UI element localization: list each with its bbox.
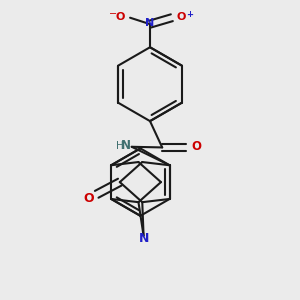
- Text: O: O: [116, 12, 125, 22]
- Text: O: O: [191, 140, 201, 153]
- Text: −: −: [109, 9, 118, 19]
- Text: H: H: [116, 141, 123, 151]
- Text: O: O: [83, 192, 94, 205]
- Text: O: O: [177, 12, 186, 22]
- Text: N: N: [146, 18, 154, 28]
- Text: N: N: [138, 232, 149, 245]
- Text: N: N: [121, 139, 131, 152]
- Text: +: +: [186, 10, 193, 19]
